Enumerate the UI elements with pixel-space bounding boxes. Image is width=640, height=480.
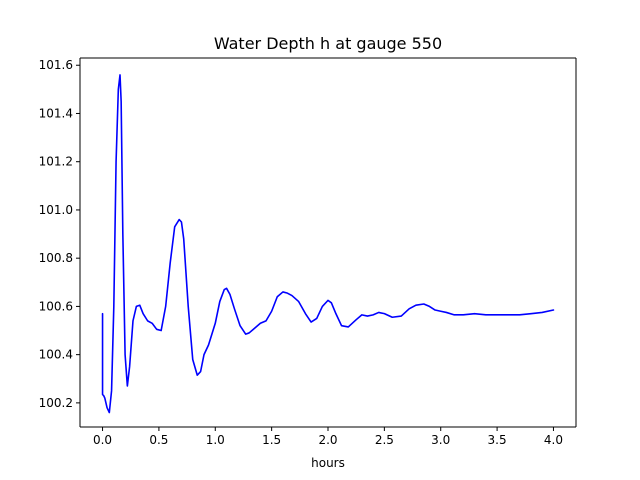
y-tick-label: 100.6: [39, 299, 73, 313]
x-tick-label: 4.0: [544, 433, 563, 447]
x-tick-label: 2.0: [318, 433, 337, 447]
y-tick-label: 100.8: [39, 251, 73, 265]
y-tick-label: 100.2: [39, 396, 73, 410]
y-tick-label: 101.6: [39, 58, 73, 72]
x-axis-label: hours: [311, 456, 345, 470]
x-tick-label: 2.5: [375, 433, 394, 447]
y-tick-label: 101.4: [39, 106, 73, 120]
x-tick-label: 1.0: [206, 433, 225, 447]
x-tick-label: 0.0: [93, 433, 112, 447]
series-line: [101, 74, 555, 414]
y-tick-label: 101.2: [39, 155, 73, 169]
x-tick-label: 0.5: [149, 433, 168, 447]
x-tick-label: 3.0: [431, 433, 450, 447]
y-tick-label: 100.4: [39, 348, 73, 362]
y-tick-label: 101.0: [39, 203, 73, 217]
x-tick-label: 1.5: [262, 433, 281, 447]
x-tick-label: 3.5: [488, 433, 507, 447]
chart-title: Water Depth h at gauge 550: [214, 34, 442, 53]
